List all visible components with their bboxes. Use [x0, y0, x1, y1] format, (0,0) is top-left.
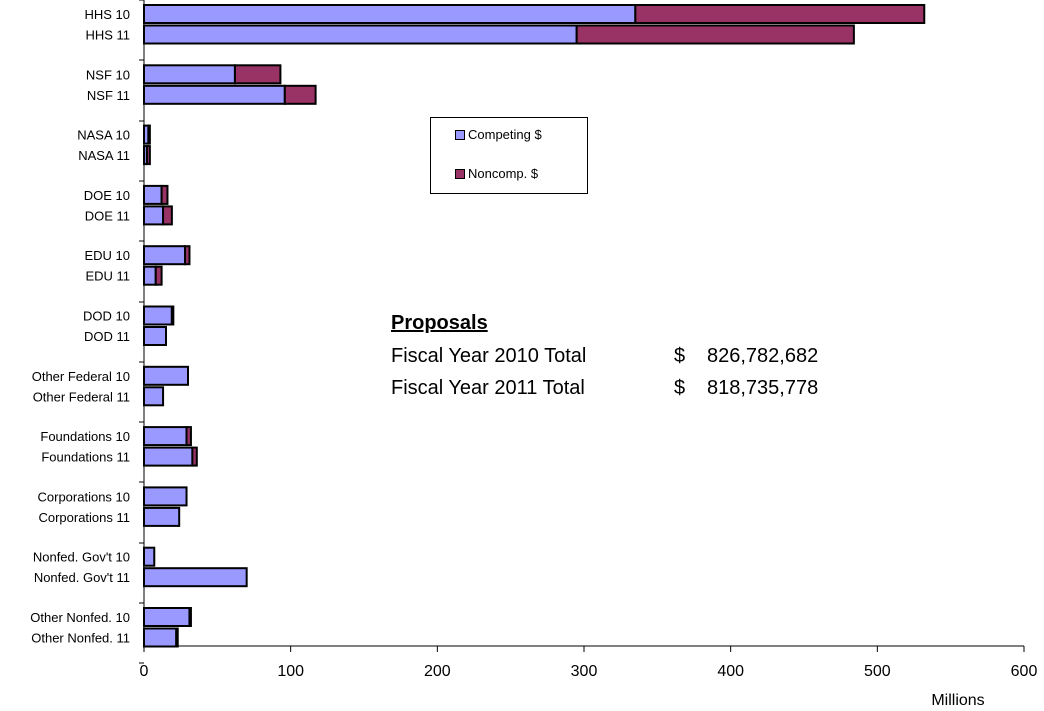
bar-noncompeting	[184, 245, 191, 266]
bar-competing	[143, 205, 165, 226]
legend-item-noncomp: Noncomp. $	[455, 166, 538, 181]
legend-swatch-noncomp	[455, 168, 465, 179]
bar-noncompeting	[175, 627, 179, 648]
x-tick-label: 0	[140, 663, 149, 680]
bar-competing	[143, 486, 188, 507]
x-tick-label: 200	[424, 663, 451, 680]
bar-noncompeting	[575, 24, 855, 45]
category-label: Other Nonfed. 11	[31, 631, 130, 646]
bar-competing	[143, 446, 194, 467]
category-label: Corporations 11	[38, 510, 130, 525]
x-tick-label: 400	[717, 663, 744, 680]
category-label: Foundations 10	[40, 429, 130, 444]
bar-noncompeting	[283, 84, 317, 105]
x-tick-label: 500	[864, 663, 891, 680]
bar-competing	[143, 265, 157, 286]
category-label: Other Federal 11	[33, 389, 130, 404]
bar-competing	[143, 305, 173, 326]
bar-competing	[143, 64, 236, 85]
category-label: Nonfed. Gov't 10	[33, 550, 130, 565]
bar-competing	[143, 326, 167, 346]
proposals-title: Proposals	[391, 312, 488, 334]
bar-noncompeting	[145, 145, 151, 166]
legend-item-competing: Competing $	[455, 127, 542, 142]
proposal-amount-2010: 826,782,682	[707, 345, 819, 367]
bar-competing	[143, 4, 637, 24]
category-label: NSF 11	[87, 88, 130, 103]
bar-competing	[143, 627, 178, 648]
x-tick-label: 100	[277, 663, 304, 680]
bar-noncompeting	[170, 305, 175, 326]
bar-competing	[143, 567, 248, 588]
labels-layer: 0 100 200 300 400 500 600 Millions HHS 10 HHS 11 N…	[30, 7, 1037, 709]
bar-competing	[143, 365, 189, 386]
category-label: DOE 10	[84, 188, 130, 203]
bar-noncompeting	[191, 446, 198, 467]
proposal-amount-2011: 818,735,778	[707, 377, 819, 399]
proposals-annotation: Proposals Fiscal Year 2010 Total $ 826,7…	[391, 312, 818, 399]
legend: Competing $ Noncomp. $	[430, 117, 588, 194]
category-label: DOD 10	[83, 309, 130, 324]
category-label: NASA 10	[77, 128, 130, 143]
bar-competing	[143, 84, 286, 105]
category-label: DOD 11	[84, 329, 130, 344]
bar-competing	[143, 546, 156, 567]
legend-label-noncomp: Noncomp. $	[468, 166, 539, 181]
proposal-label-2011: Fiscal Year 2011 Total	[391, 377, 585, 399]
bar-noncompeting	[160, 184, 169, 205]
bar-noncompeting	[154, 265, 163, 286]
bar-noncompeting	[233, 64, 282, 85]
category-label: HHS 10	[84, 7, 130, 22]
bar-competing	[143, 506, 181, 527]
bar-competing	[143, 24, 578, 45]
bar-competing	[143, 245, 187, 266]
x-unit-label: Millions	[931, 692, 984, 709]
category-label: NASA 11	[78, 148, 130, 163]
category-label: HHS 11	[85, 28, 130, 43]
legend-swatch-competing	[455, 129, 465, 140]
x-tick-label: 600	[1011, 663, 1038, 680]
proposal-currency-2011: $	[674, 377, 686, 399]
bar-noncompeting	[188, 607, 192, 627]
category-label: Foundations 11	[41, 450, 130, 465]
proposal-currency-2010: $	[674, 345, 686, 367]
proposal-label-2010: Fiscal Year 2010 Total	[391, 345, 587, 367]
category-label: DOE 11	[85, 208, 130, 223]
category-label: NSF 10	[86, 67, 130, 82]
bar-noncompeting	[147, 124, 151, 145]
bar-competing	[143, 184, 163, 205]
category-label: Other Federal 10	[32, 369, 130, 384]
bar-noncompeting	[185, 426, 192, 447]
bar-noncompeting	[162, 205, 173, 226]
category-label: Corporations 10	[38, 489, 131, 504]
bar-competing	[143, 426, 188, 447]
bars-layer	[143, 4, 926, 648]
bar-competing	[143, 386, 165, 407]
category-label: Nonfed. Gov't 11	[34, 570, 130, 585]
category-label: Other Nonfed. 10	[30, 610, 130, 625]
category-label: EDU 11	[85, 269, 130, 284]
bar-competing	[143, 607, 191, 627]
bar-noncompeting	[634, 4, 926, 24]
category-label: EDU 10	[84, 248, 130, 263]
legend-label-competing: Competing $	[468, 127, 542, 142]
x-tick-label: 300	[571, 663, 598, 680]
